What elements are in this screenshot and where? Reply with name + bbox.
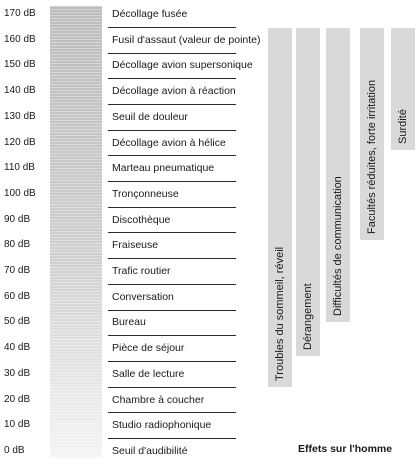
db-level-label: 0 dB: [4, 444, 25, 456]
db-level-label: 110 dB: [4, 162, 35, 174]
db-level-label: 100 dB: [4, 187, 36, 199]
db-level-label: 40 dB: [4, 342, 31, 354]
noise-source-label: Marteau pneumatique: [112, 162, 215, 175]
noise-source-label: Tronçonneuse: [112, 187, 179, 200]
level-divider-line: [108, 78, 236, 79]
noise-source-label: Trafic routier: [112, 265, 171, 277]
effect-label: Dérangement: [296, 34, 320, 350]
db-level-label: 50 dB: [4, 316, 31, 328]
noise-source-label: Décollage fusée: [112, 8, 188, 20]
level-divider-line: [108, 27, 236, 28]
effect-label: Surdité: [391, 34, 415, 144]
effect-bar: Facultés réduites, forte irritation: [360, 28, 384, 240]
db-level-label: 120 dB: [4, 136, 36, 148]
decibel-gradient-bar: [50, 6, 102, 458]
effect-label-text: Surdité: [397, 109, 409, 144]
effect-bar: Dérangement: [296, 28, 320, 356]
noise-source-label: Seuil d'audibilité: [112, 444, 188, 457]
level-divider-line: [108, 207, 236, 208]
noise-source-label: Chambre à coucher: [112, 393, 205, 406]
noise-source-label: Seuil de douleur: [112, 110, 188, 123]
db-level-label: 150 dB: [4, 59, 36, 71]
level-divider-line: [108, 361, 236, 362]
db-level-label: 80 dB: [4, 239, 31, 251]
noise-source-label: Discothèque: [112, 213, 171, 226]
level-divider-line: [108, 258, 236, 259]
db-level-label: 170 dB: [4, 8, 36, 19]
noise-source-label: Décollage avion supersonique: [112, 59, 253, 72]
db-level-label: 10 dB: [4, 419, 31, 431]
noise-source-label: Fraiseuse: [112, 239, 159, 252]
noise-source-label: Conversation: [112, 290, 174, 303]
effect-label-text: Facultés réduites, forte irritation: [366, 79, 378, 234]
effect-label: Difficultés de communication: [326, 34, 350, 316]
level-divider-line: [108, 181, 236, 182]
effect-label: Facultés réduites, forte irritation: [360, 34, 384, 234]
noise-source-label: Décollage avion à hélice: [112, 136, 226, 149]
level-divider-line: [108, 310, 236, 311]
db-level-label: 70 dB: [4, 265, 31, 276]
effects-caption: Effets sur l'homme: [298, 443, 393, 455]
db-level-label: 130 dB: [4, 110, 36, 122]
noise-source-label: Pièce de séjour: [112, 342, 185, 355]
effect-label-text: Dérangement: [302, 283, 314, 350]
level-divider-line: [108, 412, 236, 413]
level-divider-line: [108, 232, 236, 233]
db-level-label: 30 dB: [4, 367, 31, 379]
noise-source-label: Salle de lecture: [112, 367, 185, 380]
level-divider-line: [108, 438, 236, 439]
db-level-label: 20 dB: [4, 393, 31, 405]
effect-bar: Difficultés de communication: [326, 28, 350, 322]
level-divider-line: [108, 155, 236, 156]
noise-source-label: Décollage avion à réaction: [112, 85, 236, 98]
level-divider-line: [108, 284, 236, 285]
effect-label: Troubles du sommeil, réveil: [268, 34, 292, 381]
db-level-label: 60 dB: [4, 290, 31, 302]
effect-label-text: Difficultés de communication: [332, 176, 344, 316]
db-level-label: 90 dB: [4, 213, 31, 225]
level-divider-line: [108, 335, 236, 336]
db-level-label: 140 dB: [4, 85, 36, 97]
noise-source-label: Studio radiophonique: [112, 419, 212, 432]
noise-source-label: Fusil d'assaut (valeur de pointe): [112, 33, 261, 46]
effect-label-text: Troubles du sommeil, réveil: [274, 246, 286, 381]
level-divider-line: [108, 387, 236, 388]
noise-source-label: Bureau: [112, 316, 146, 329]
db-level-label: 160 dB: [4, 33, 36, 45]
effect-bar: Surdité: [391, 28, 415, 150]
level-divider-line: [108, 104, 236, 105]
level-divider-line: [108, 130, 236, 131]
level-divider-line: [108, 53, 236, 54]
effect-bar: Troubles du sommeil, réveil: [268, 28, 292, 387]
